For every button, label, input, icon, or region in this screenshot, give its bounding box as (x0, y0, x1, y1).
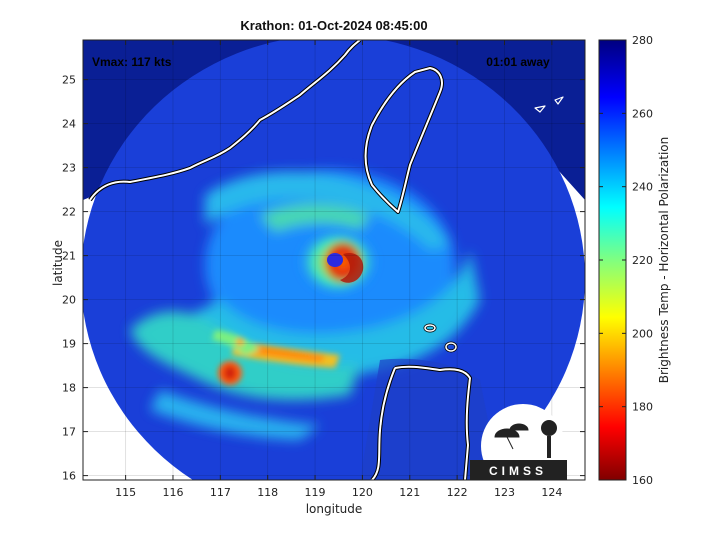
y-tick-label: 18 (62, 382, 76, 395)
x-tick-label: 120 (352, 486, 373, 499)
x-axis-label: longitude (306, 502, 363, 516)
y-tick-label: 22 (62, 206, 76, 219)
y-axis: 16 17 18 19 20 21 22 23 24 25 (62, 74, 585, 483)
x-tick-label: 119 (305, 486, 326, 499)
y-tick-label: 20 (62, 294, 76, 307)
colorbar-tick-label: 160 (632, 474, 653, 487)
time-away-label: 01:01 away (486, 55, 550, 69)
colorbar-tick-label: 200 (632, 327, 653, 340)
swath-imagery (83, 40, 585, 480)
colorbar-tick-label: 260 (632, 107, 653, 120)
colorbar-tick-label: 240 (632, 181, 653, 194)
storm-eye (327, 253, 343, 267)
x-tick-label: 124 (541, 486, 562, 499)
colorbar-label: Brightness Temp - Horizontal Polarizatio… (657, 137, 671, 384)
x-axis: 115 116 117 118 119 120 121 122 123 124 (115, 40, 562, 499)
x-tick-label: 117 (210, 486, 231, 499)
coastlines (88, 40, 564, 480)
y-tick-label: 25 (62, 74, 76, 87)
colorbar-tick-label: 220 (632, 254, 653, 267)
cimss-logo-text: CIMSS (489, 464, 547, 478)
x-tick-label: 123 (494, 486, 515, 499)
colorbar-ticks: 160 180 200 220 240 260 280 (599, 34, 653, 487)
vmax-label: Vmax: 117 kts (92, 55, 172, 69)
x-tick-label: 121 (399, 486, 420, 499)
y-axis-label: latitude (51, 240, 65, 286)
y-tick-label: 17 (62, 426, 76, 439)
y-tick-label: 23 (62, 162, 76, 175)
x-tick-label: 122 (447, 486, 468, 499)
x-tick-label: 116 (162, 486, 183, 499)
plot-title: Krathon: 01-Oct-2024 08:45:00 (240, 18, 428, 33)
cimss-logo: CIMSS (470, 404, 567, 488)
x-tick-label: 115 (115, 486, 136, 499)
y-tick-label: 16 (62, 470, 76, 483)
colorbar (598, 39, 627, 481)
y-tick-label: 21 (62, 250, 76, 263)
y-tick-label: 24 (62, 118, 76, 131)
x-tick-label: 118 (257, 486, 278, 499)
colorbar-tick-label: 280 (632, 34, 653, 47)
colorbar-tick-label: 180 (632, 401, 653, 414)
y-tick-label: 19 (62, 338, 76, 351)
axes-frame (82, 39, 586, 481)
